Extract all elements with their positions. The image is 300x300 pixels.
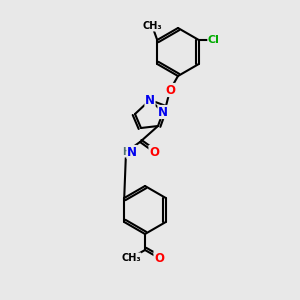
Text: O: O (165, 83, 175, 97)
Text: Cl: Cl (208, 35, 220, 45)
Text: CH₃: CH₃ (121, 253, 141, 263)
Text: H: H (122, 147, 130, 157)
Text: CH₃: CH₃ (142, 21, 162, 31)
Text: N: N (145, 94, 155, 106)
Text: O: O (154, 251, 164, 265)
Text: N: N (158, 106, 168, 118)
Text: N: N (127, 146, 137, 158)
Text: O: O (149, 146, 159, 158)
